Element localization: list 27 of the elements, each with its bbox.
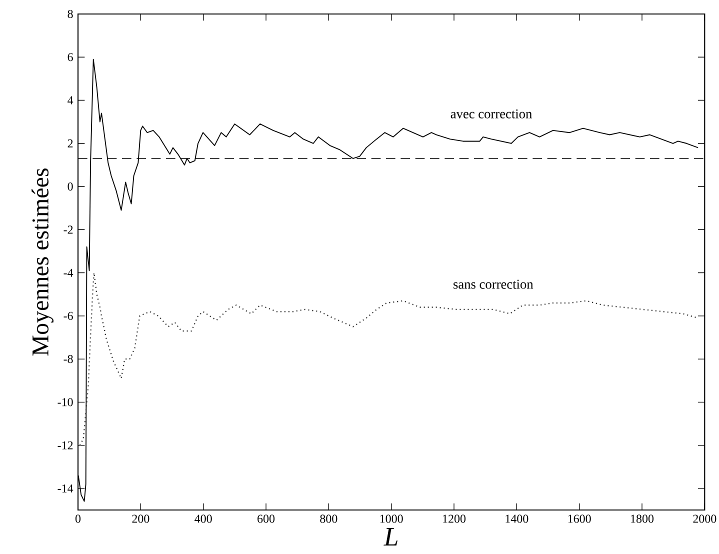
x-tick-label: 600 [258,514,275,523]
x-axis-title: L [384,528,398,546]
y-tick-label: -2 [64,226,73,234]
x-tick-label: 1600 [568,514,591,523]
y-tick-label: 2 [68,139,73,148]
series-label: sans correction [454,280,534,289]
y-tick-label: 0 [68,182,73,191]
x-tick-label: 2000 [693,514,716,523]
x-tick-label: 200 [132,514,150,523]
x-tick-label: 0 [75,514,81,523]
x-tick-label: 1400 [506,514,528,523]
x-tick-label: 1200 [443,514,466,523]
y-tick-label: -14 [58,484,74,492]
y-tick-label: -6 [64,312,73,320]
y-tick-label: -4 [64,268,74,277]
x-tick-label: 1800 [631,514,654,523]
y-tick-label: 6 [68,53,73,62]
y-tick-label: -8 [64,354,73,364]
series-label: avec correction [450,109,532,118]
x-tick-label: 1000 [380,514,403,523]
y-tick-label: 4 [68,96,74,104]
x-tick-label: 400 [194,514,212,523]
y-tick-label: -12 [58,441,73,450]
y-axis-title: Moyennes estimées [32,168,54,356]
x-tick-label: 800 [320,514,338,523]
y-tick-label: 8 [68,10,73,18]
y-tick-label: -10 [58,398,73,406]
